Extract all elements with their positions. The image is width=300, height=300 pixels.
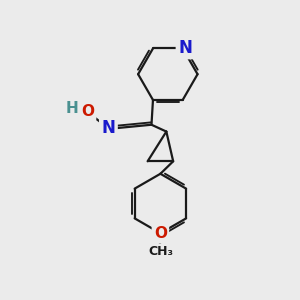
Text: O: O [154,226,167,241]
Text: CH₃: CH₃ [148,245,173,258]
Text: O: O [81,104,94,119]
Text: H: H [66,101,79,116]
Text: N: N [101,119,115,137]
Text: N: N [178,39,192,57]
